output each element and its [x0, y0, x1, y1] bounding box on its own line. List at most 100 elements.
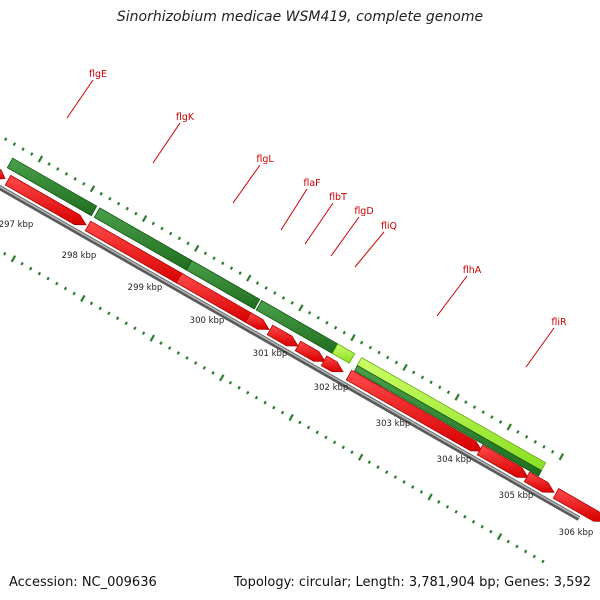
- outer-tick: [316, 315, 320, 320]
- outer-tick: [194, 244, 200, 252]
- genome-summary-text: Topology: circular; Length: 3,781,904 bp…: [233, 575, 591, 590]
- gene-label: flgE: [89, 69, 107, 80]
- outer-tick: [333, 325, 338, 330]
- scale-tick: [2, 251, 7, 256]
- scale-label: 301 kbp: [253, 349, 288, 359]
- genome-title: Sinorhizobium medicae WSM419, complete g…: [116, 9, 484, 25]
- feature-track-layer: [6, 157, 547, 477]
- outer-tick: [438, 385, 442, 390]
- scale-tick: [124, 321, 128, 326]
- outer-tick: [298, 304, 304, 312]
- feature-segment: [353, 365, 543, 477]
- outer-tick: [177, 236, 182, 241]
- scale-tick: [29, 266, 33, 271]
- outer-tick: [516, 430, 520, 434]
- outer-tick: [472, 405, 477, 409]
- outer-tick: [255, 281, 260, 285]
- scale-tick: [315, 430, 319, 435]
- outer-tick: [64, 172, 69, 176]
- gene-arrow: [4, 174, 87, 226]
- outer-tick: [542, 444, 546, 449]
- scale-tick: [298, 420, 302, 425]
- outer-tick: [99, 191, 103, 196]
- scale-tick: [532, 554, 536, 559]
- scale-tick: [72, 291, 76, 296]
- accession-text: Accession: NC_009636: [9, 575, 157, 590]
- scale-tick: [141, 331, 146, 336]
- gene-label-leader: [280, 188, 308, 231]
- outer-tick: [359, 340, 364, 345]
- genome-backbone: [0, 184, 581, 521]
- scale-tick: [288, 413, 294, 422]
- outer-tick: [524, 435, 529, 439]
- scale-tick: [367, 460, 372, 465]
- gene-arrow: [244, 312, 270, 330]
- scale-tick: [523, 549, 528, 554]
- outer-tick: [21, 147, 25, 151]
- outer-tick: [108, 196, 112, 201]
- outer-tick: [3, 137, 8, 142]
- outer-tick: [47, 162, 51, 166]
- scale-label: 305 kbp: [499, 491, 534, 501]
- scale-tick: [202, 366, 207, 370]
- genome-backbone-highlight: [0, 185, 580, 519]
- outer-tick: [307, 310, 312, 315]
- outer-tick: [498, 420, 503, 424]
- outer-tick: [37, 155, 44, 163]
- gene-track-layer: [0, 168, 600, 522]
- outer-tick: [151, 221, 155, 226]
- scale-tick: [176, 351, 181, 355]
- scale-tick: [133, 326, 137, 331]
- outer-tick: [350, 334, 356, 342]
- gene-arrow: [345, 369, 483, 452]
- feature-segment: [185, 259, 261, 310]
- scale-tick: [211, 371, 215, 375]
- outer-tick: [281, 296, 286, 300]
- scale-tick: [463, 514, 467, 519]
- scale-tick: [376, 465, 380, 469]
- scale-label: 302 kbp: [314, 383, 349, 393]
- feature-segment: [331, 343, 356, 364]
- scale-tick: [350, 450, 354, 455]
- gene-label: fliR: [551, 317, 567, 328]
- outer-tick: [229, 266, 234, 271]
- scale-tick: [306, 425, 311, 430]
- scale-tick: [254, 395, 259, 400]
- outer-tick: [89, 185, 96, 193]
- outer-tick: [533, 440, 537, 444]
- outer-tick: [12, 142, 17, 146]
- scale-label: 304 kbp: [437, 455, 472, 465]
- scale-tick: [37, 271, 42, 276]
- gene-arrow: [523, 471, 555, 493]
- scale-tick: [185, 356, 189, 360]
- scale-label: 303 kbp: [376, 419, 411, 429]
- scale-tick: [55, 281, 59, 286]
- scale-tick: [246, 390, 250, 395]
- scale-tick: [272, 405, 276, 410]
- scale-tick: [219, 374, 225, 382]
- scale-tick: [228, 380, 233, 385]
- gene-label-layer: flgE flgK flgL flaF flbT flgD fliQ flhA fliR: [66, 69, 567, 368]
- scale-tick: [480, 524, 484, 529]
- gene-arrow: [476, 444, 529, 478]
- scale-tick: [20, 261, 24, 266]
- outer-tick: [506, 423, 512, 431]
- outer-tick: [402, 363, 408, 372]
- outer-tick: [125, 206, 129, 211]
- scale-tick: [411, 485, 415, 489]
- outer-tick: [394, 360, 399, 365]
- gene-label: flgL: [256, 154, 274, 165]
- outer-tick: [134, 211, 138, 216]
- scale-tick: [489, 529, 493, 534]
- outer-tick: [203, 251, 208, 256]
- gene-arrow: [552, 488, 600, 522]
- outer-tick: [550, 449, 555, 454]
- outer-tick: [446, 390, 451, 395]
- scale-tick: [107, 311, 111, 316]
- scale-tick: [341, 445, 345, 450]
- outer-tick: [82, 181, 86, 186]
- outer-tick: [481, 410, 485, 414]
- outer-tick: [73, 177, 77, 181]
- scale-tick: [149, 334, 155, 342]
- scale-tick: [263, 400, 267, 405]
